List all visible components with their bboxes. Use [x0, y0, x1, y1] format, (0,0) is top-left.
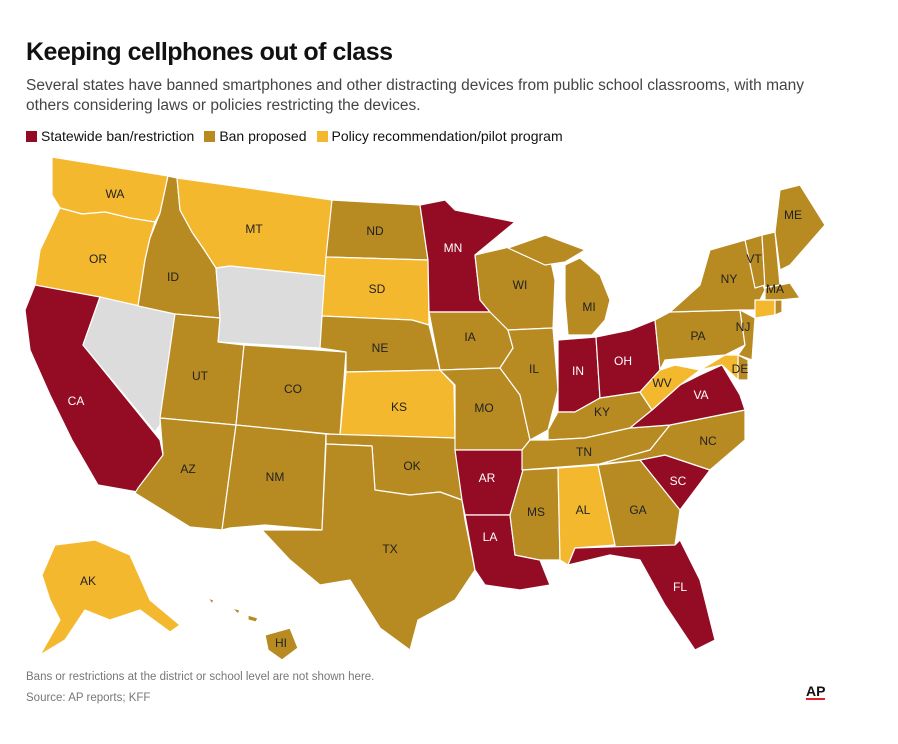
- label-MS: MS: [527, 505, 545, 519]
- label-HI: HI: [275, 636, 287, 650]
- label-TN: TN: [576, 445, 592, 459]
- label-GA: GA: [629, 503, 646, 517]
- state-MA: [764, 282, 801, 301]
- label-OH: OH: [614, 354, 632, 368]
- label-UT: UT: [192, 369, 209, 383]
- label-KS: KS: [391, 400, 407, 414]
- label-WI: WI: [513, 278, 528, 292]
- state-NJ: [737, 309, 756, 361]
- label-ID: ID: [167, 270, 179, 284]
- label-TX: TX: [382, 542, 397, 556]
- legend-swatch-policy: [316, 130, 328, 142]
- legend-label-ban: Statewide ban/restriction: [41, 128, 195, 144]
- ap-logo: AP: [806, 683, 826, 700]
- state-ME: [774, 184, 826, 271]
- label-KY: KY: [594, 405, 610, 419]
- label-OK: OK: [403, 459, 420, 473]
- state-RI: [774, 299, 783, 316]
- legend-label-proposed: Ban proposed: [219, 128, 307, 144]
- label-PA: PA: [690, 329, 705, 343]
- label-NC: NC: [699, 434, 717, 448]
- label-MI: MI: [582, 300, 595, 314]
- label-IN: IN: [572, 364, 584, 378]
- legend-item-proposed: Ban proposed: [204, 128, 307, 144]
- label-NE: NE: [372, 341, 389, 355]
- label-MO: MO: [474, 401, 493, 415]
- legend-swatch-proposed: [204, 130, 216, 142]
- label-IL: IL: [529, 362, 539, 376]
- legend-item-policy: Policy recommendation/pilot program: [316, 128, 563, 144]
- source-line: Source: AP reports; KFF: [26, 692, 151, 704]
- label-WA: WA: [106, 187, 125, 201]
- footnote: Bans or restrictions at the district or …: [26, 671, 375, 683]
- label-VT: VT: [746, 252, 762, 266]
- state-MI-UP: [507, 234, 586, 266]
- state-MD: [699, 354, 739, 381]
- state-FL: [567, 539, 716, 651]
- label-SD: SD: [369, 282, 386, 296]
- state-AK: [39, 539, 181, 656]
- label-NY: NY: [721, 272, 738, 286]
- label-OR: OR: [89, 252, 107, 266]
- chart-title: Keeping cellphones out of class: [26, 38, 393, 66]
- label-AL: AL: [576, 503, 591, 517]
- state-HI: [264, 627, 299, 661]
- label-LA: LA: [483, 530, 498, 544]
- legend-label-policy: Policy recommendation/pilot program: [331, 128, 563, 144]
- state-CT: [754, 299, 776, 319]
- legend-item-ban: Statewide ban/restriction: [26, 128, 194, 144]
- label-CA: CA: [68, 394, 85, 408]
- label-ND: ND: [366, 224, 384, 238]
- label-AR: AR: [479, 471, 496, 485]
- label-MA: MA: [766, 282, 784, 296]
- legend: Statewide ban/restriction Ban proposed P…: [26, 128, 563, 144]
- label-VA: VA: [693, 388, 708, 402]
- label-IA: IA: [464, 330, 475, 344]
- state-MI: [564, 257, 611, 336]
- label-ME: ME: [784, 208, 802, 222]
- label-AK: AK: [80, 574, 96, 588]
- label-SC: SC: [670, 474, 687, 488]
- label-NJ: NJ: [736, 320, 751, 334]
- legend-swatch-ban: [26, 130, 37, 142]
- label-AZ: AZ: [180, 462, 195, 476]
- chart-subtitle: Several states have banned smartphones a…: [26, 77, 804, 114]
- label-WV: WV: [652, 376, 671, 390]
- state-labels: WA OR CA ID MT UT AZ CO NM ND SD NE KS O…: [68, 187, 802, 650]
- label-FL: FL: [673, 580, 687, 594]
- label-MT: MT: [245, 222, 263, 236]
- states-layer: [24, 156, 826, 661]
- state-TX: [261, 443, 476, 651]
- label-DE: DE: [732, 362, 749, 376]
- label-CO: CO: [284, 382, 302, 396]
- label-NM: NM: [266, 470, 285, 484]
- label-MN: MN: [444, 241, 463, 255]
- state-HI-islands: [207, 597, 259, 623]
- state-WY: [215, 265, 327, 349]
